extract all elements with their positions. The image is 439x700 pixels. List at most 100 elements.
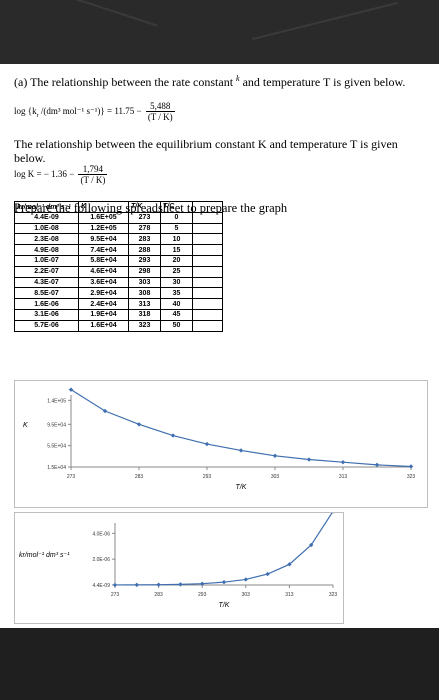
table-cell: 1.9E+04 [78,308,129,321]
data-point [374,462,380,468]
table-cell: 318 [128,308,161,321]
table-cell: 283 [128,233,161,246]
series-line [114,511,334,586]
table-cell: 1.0E-07 [14,254,79,267]
eq1-fraction: 5,488 (T / K) [145,102,175,122]
table-cell [192,254,223,267]
data-point [68,387,74,392]
equilibrium-statement: The relationship between the equilibrium… [14,137,398,165]
series-line [70,389,412,468]
table-cell: 1.6E+05 [78,211,129,224]
table-cell: 298 [128,265,161,278]
col-header-K: K [78,201,129,213]
equilibrium-equation: log K = − 1.36 − 1,794 (T / K) [14,165,109,185]
table-cell: 4.6E+04 [78,265,129,278]
table-row: 3.1E-06 1.9E+04 318 45 [14,308,223,321]
table-cell [192,233,223,246]
y-tick-label: 1.4E+05 [47,398,66,404]
table-row: 5.7E-06 1.6E+04 323 50 [14,319,223,332]
table-cell [192,276,223,289]
table-cell: 2.2E-07 [14,265,79,278]
rate-constant-symbol: k [236,74,240,83]
data-point [221,579,227,585]
chart-kr-svg: 4.4E-09 2.0E-06 4.0E-06 273 283 293 303 313 323 T… [19,509,338,609]
table-cell: 4.4E-09 [14,211,79,224]
y-tick-label: 4.4E-09 [92,583,110,589]
table-cell: 45 [160,308,193,321]
table-cell: 2.4E+04 [78,298,129,310]
x-tick-label: 273 [67,474,76,480]
table-row: 1.0E-08 1.2E+05 278 5 [14,222,223,235]
table-cell: 15 [160,244,193,256]
table-cell [192,265,223,278]
data-point [112,582,118,588]
data-point [156,582,161,587]
table-cell [192,244,223,256]
data-point [265,571,270,577]
y-tick-label: 4.0E-06 [92,531,110,537]
data-point [102,408,108,414]
table-cell: 7.4E+04 [78,244,129,256]
table-cell [192,319,223,332]
rate-equation: log {kr /(dm³ mol⁻¹ s⁻¹)} = 11.75 − 5,48… [14,101,175,122]
table-cell: 40 [160,298,193,310]
table-cell: 1.6E+04 [78,319,129,332]
table-cell: 3.6E+04 [78,276,129,289]
part-a-text: (a) The relationship between the rate co… [14,75,234,89]
data-point [178,582,183,587]
spreadsheet-table: kr/mol⁻¹ dm³ s⁻¹ K T/K T/C 4.4E-09 1.6E+0… [14,201,223,332]
table-row: 2.3E-08 9.5E+04 283 10 [14,233,223,246]
table-row: 4.3E-07 3.6E+04 303 30 [14,276,223,289]
table-cell: 1.6E-06 [14,298,79,310]
table-cell: 1.0E-08 [14,222,79,235]
part-a-statement: (a) The relationship between the rate co… [14,72,432,89]
eq1-units: /(dm³ mol⁻¹ s⁻¹)} = 11.75 − [40,106,142,117]
eq1-denominator: (T / K) [147,112,173,122]
question-page: (a) The relationship between the rate co… [0,64,439,628]
eq2-denominator: (T / K) [80,175,106,185]
col-header-empty [192,201,223,213]
table-cell: 308 [128,287,161,300]
data-point [204,441,210,447]
table-cell: 4.3E-07 [14,276,79,289]
x-tick-label: 323 [329,592,338,598]
data-point [243,577,248,582]
table-cell [192,222,223,235]
x-tick-label: 273 [111,592,120,598]
col-header-TK: T/K [128,201,161,213]
table-cell: 313 [128,298,161,310]
y-tick-label: 9.5E+04 [47,422,66,428]
table-cell [192,298,223,310]
x-axis-label: T/K [236,484,247,491]
table-cell: 8.5E-07 [14,287,79,300]
y-axis-label: K [23,422,28,429]
table-row: 2.2E-07 4.6E+04 298 25 [14,265,223,278]
eq1-numerator: 5,488 [145,102,175,112]
table-cell: 30 [160,276,193,289]
table-cell: 0 [160,211,193,224]
data-point [306,457,312,462]
table-cell: 4.9E-08 [14,244,79,256]
x-tick-label: 323 [407,474,416,480]
table-cell: 2.9E+04 [78,287,129,300]
x-tick-label: 303 [271,474,280,480]
x-tick-label: 293 [203,474,212,480]
data-point [238,448,244,453]
data-point [136,422,142,427]
table-cell [192,308,223,321]
eq2-numerator: 1,794 [78,165,108,175]
eq2-fraction: 1,794 (T / K) [78,165,108,185]
chart-K-svg: 1.5E+04 5.5E+04 9.5E+04 1.4E+05 273 283 293 303… [23,387,416,491]
x-tick-label: 313 [285,592,294,598]
table-row: 1.0E-07 5.8E+04 293 20 [14,254,223,267]
table-cell: 10 [160,233,193,246]
x-tick-label: 293 [198,592,207,598]
x-tick-label: 313 [339,474,348,480]
table-cell: 9.5E+04 [78,233,129,246]
table-cell: 5.7E-06 [14,319,79,332]
table-cell: 5.8E+04 [78,254,129,267]
x-tick-label: 283 [135,474,144,480]
y-tick-label: 5.5E+04 [47,444,66,450]
y-axis-label: kr/mol⁻¹ dm³ s⁻¹ [19,552,70,559]
part-a-text-rest: and temperature T is given below. [242,75,406,89]
